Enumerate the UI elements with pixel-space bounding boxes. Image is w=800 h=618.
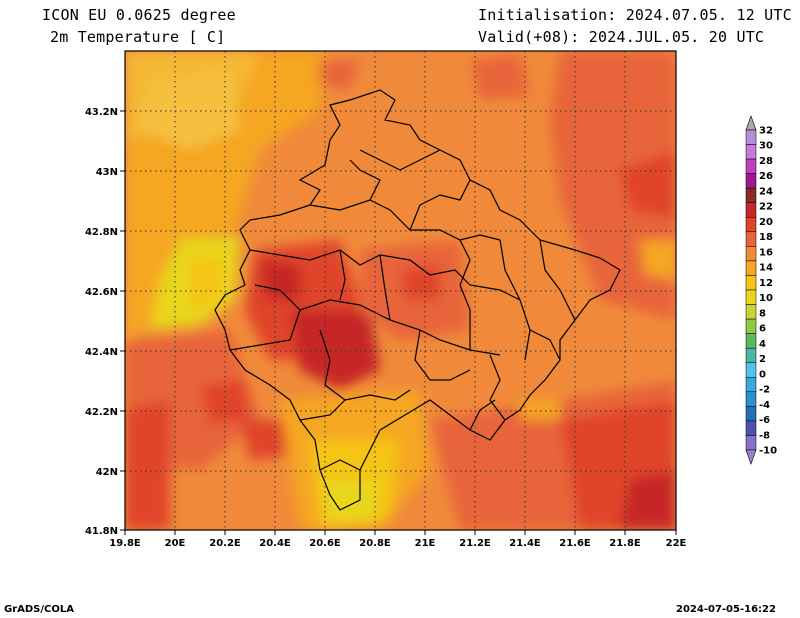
colorbar-label: -2 bbox=[759, 385, 770, 396]
valid-time: Valid(+08): 2024.JUL.05. 20 UTC bbox=[478, 28, 765, 46]
y-tick-labels: 43.2N 43N 42.8N 42.6N 42.4N 42.2N 42N 41… bbox=[85, 107, 118, 537]
colorbar-swatch bbox=[745, 144, 757, 160]
x-tick-label: 20E bbox=[165, 538, 186, 549]
grid-lines bbox=[125, 51, 676, 530]
colorbar-label: 14 bbox=[759, 263, 773, 274]
model-title: ICON EU 0.0625 degree bbox=[42, 6, 236, 24]
colorbar-label: 22 bbox=[759, 202, 773, 213]
y-tick-label: 42.2N bbox=[85, 407, 118, 418]
footer-credit: GrADS/COLA bbox=[4, 604, 74, 615]
colorbar-label: 10 bbox=[759, 293, 773, 304]
x-tick-label: 21.8E bbox=[609, 538, 641, 549]
colorbar-top-arrow bbox=[745, 115, 757, 131]
x-tick-label: 21.6E bbox=[559, 538, 591, 549]
colorbar-bottom-arrow bbox=[745, 449, 757, 465]
x-tick-label: 22E bbox=[666, 538, 687, 549]
x-tick-label: 20.2E bbox=[209, 538, 241, 549]
colorbar-label: 28 bbox=[759, 156, 773, 167]
colorbar-label: 12 bbox=[759, 278, 773, 289]
colorbar-label: 4 bbox=[759, 339, 766, 350]
colorbar-label: -10 bbox=[759, 446, 777, 457]
colorbar-label: 8 bbox=[759, 308, 766, 319]
boundary-lines bbox=[214, 89, 621, 511]
colorbar-label: 18 bbox=[759, 232, 773, 243]
colorbar-swatch bbox=[745, 231, 757, 247]
colorbar-swatch bbox=[745, 260, 757, 276]
x-tick-label: 21.2E bbox=[459, 538, 491, 549]
colorbar-label: 2 bbox=[759, 354, 766, 365]
colorbar-label: 6 bbox=[759, 324, 766, 335]
colorbar-swatch bbox=[745, 333, 757, 349]
colorbar-label: 30 bbox=[759, 141, 773, 152]
colorbar-label: 24 bbox=[759, 186, 773, 197]
colorbar-swatch bbox=[745, 420, 757, 436]
colorbar-label: -4 bbox=[759, 400, 770, 411]
colorbar-swatch bbox=[745, 289, 757, 305]
x-tick-label: 19.8E bbox=[109, 538, 141, 549]
y-tick-label: 42.4N bbox=[85, 347, 118, 358]
colorbar-label: 16 bbox=[759, 247, 773, 258]
colorbar-label: 0 bbox=[759, 369, 766, 380]
colorbar-swatch bbox=[745, 406, 757, 422]
init-time: Initialisation: 2024.07.05. 12 UTC bbox=[478, 6, 792, 24]
footer-timestamp: 2024-07-05-16:22 bbox=[676, 604, 776, 615]
colorbar-swatch bbox=[745, 246, 757, 262]
y-tick-label: 42N bbox=[96, 467, 118, 478]
colorbar-swatch bbox=[745, 275, 757, 291]
variable-title: 2m Temperature [ C] bbox=[50, 28, 226, 46]
colorbar-swatch bbox=[745, 304, 757, 320]
colorbar-swatch bbox=[745, 362, 757, 378]
colorbar-swatch bbox=[745, 347, 757, 363]
x-tick-label: 20.6E bbox=[309, 538, 341, 549]
colorbar-label: -6 bbox=[759, 415, 770, 426]
y-tick-label: 42.8N bbox=[85, 227, 118, 238]
colorbar-swatch bbox=[745, 129, 757, 145]
y-tick-label: 42.6N bbox=[85, 287, 118, 298]
colorbar-swatch bbox=[745, 158, 757, 174]
y-tick-label: 43N bbox=[96, 167, 118, 178]
colorbar-swatch bbox=[745, 435, 757, 451]
x-tick-label: 20.8E bbox=[359, 538, 391, 549]
x-tick-label: 21E bbox=[415, 538, 436, 549]
x-tick-label: 21.4E bbox=[509, 538, 541, 549]
colorbar-label: 26 bbox=[759, 171, 773, 182]
colorbar-label: -8 bbox=[759, 430, 770, 441]
x-tick-labels: 19.8E 20E 20.2E 20.4E 20.6E 20.8E 21E 21… bbox=[109, 538, 686, 549]
colorbar-swatch bbox=[745, 202, 757, 218]
colorbar-swatch bbox=[745, 187, 757, 203]
colorbar-label: 20 bbox=[759, 217, 773, 228]
colorbar-swatch bbox=[745, 173, 757, 189]
colorbar-swatch bbox=[745, 391, 757, 407]
colorbar-label: 32 bbox=[759, 126, 773, 137]
colorbar-swatch bbox=[745, 318, 757, 334]
colorbar-swatch bbox=[745, 377, 757, 393]
colorbar-swatch bbox=[745, 217, 757, 233]
x-tick-label: 20.4E bbox=[259, 538, 291, 549]
y-tick-label: 43.2N bbox=[85, 107, 118, 118]
y-tick-label: 41.8N bbox=[85, 526, 118, 537]
